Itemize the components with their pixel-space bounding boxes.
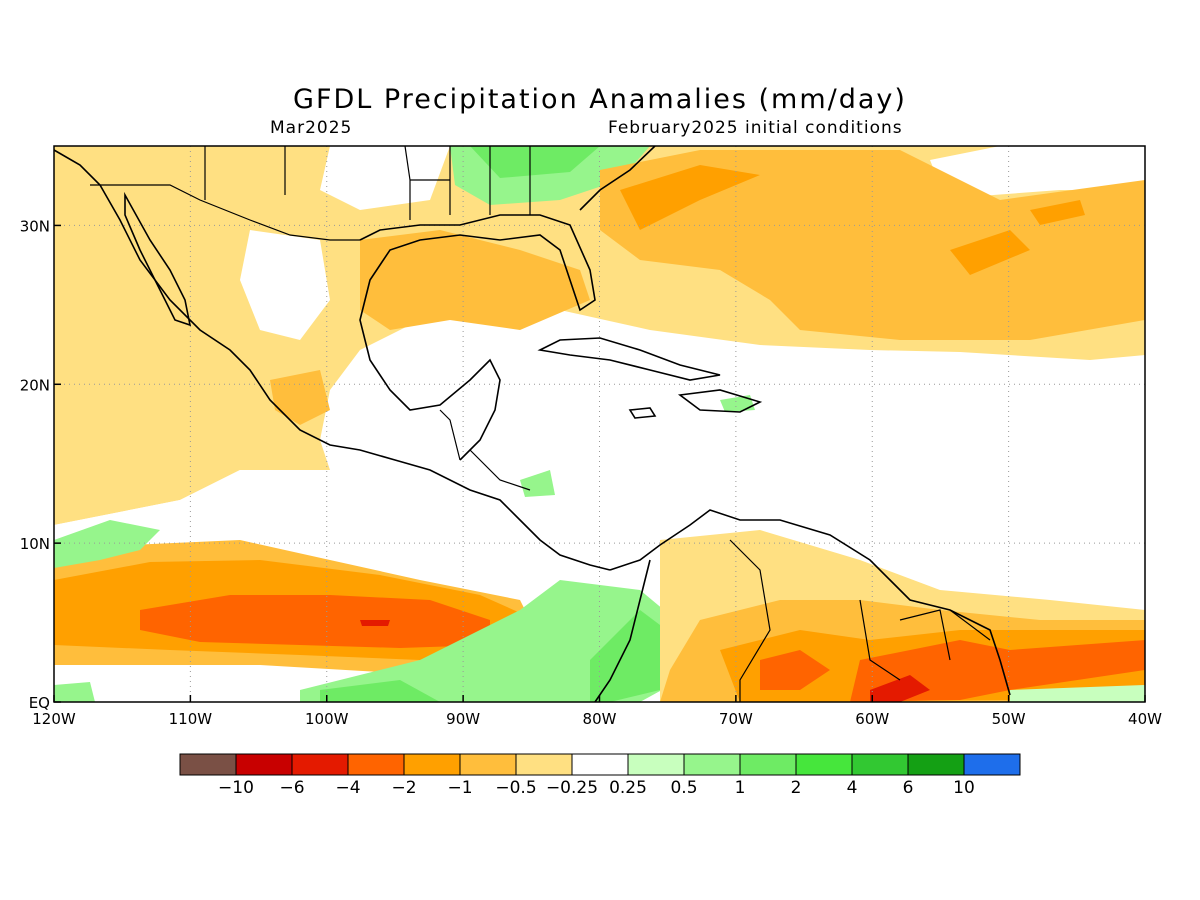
x-tick-label: 120W [32,710,76,728]
x-tick-label: 60W [855,710,889,728]
anomaly-region [54,520,160,568]
colorbar-swatch [795,753,853,776]
anomaly-region [600,150,1145,340]
anomaly-region [760,650,830,690]
y-tick-label: 20N [20,376,50,394]
x-tick-label: 90W [446,710,480,728]
colorbar-label: 4 [847,778,858,798]
y-tick-label: EQ [29,694,50,712]
x-axis: 120W 110W 100W 90W 80W 70W 60W 50W 40W [32,695,1162,728]
valid-month-label: Mar2025 [270,118,353,138]
anomaly-region [320,680,440,702]
country-borders [90,145,991,702]
colorbar: −10 −6 −4 −2 −1 −0.5 −0.25 0.25 0.5 1 2 4 6 10 [179,753,1021,798]
anomaly-region [320,146,450,210]
colorbar-swatch [459,753,517,776]
initial-conditions-label: February2025 initial conditions [608,118,903,138]
colorbar-swatch [179,753,237,776]
anomaly-region [870,675,930,702]
anomaly-region [720,395,755,412]
anomaly-region [270,370,330,425]
colorbar-swatch [403,753,461,776]
map-gridlines [54,146,1145,702]
anomaly-fill-layer [54,146,1145,702]
anomaly-region [360,620,390,626]
anomaly-region [54,682,95,702]
y-tick-label: 10N [20,535,50,553]
colorbar-label: −0.5 [495,778,536,798]
colorbar-swatch [627,753,685,776]
colorbar-swatch [963,753,1021,776]
colorbar-swatch [571,753,629,776]
colorbar-swatch [907,753,965,776]
anomaly-region [54,470,330,560]
anomaly-region [470,146,600,178]
anomaly-region [930,146,1145,196]
map-title: GFDL Precipitation Anamalies (mm/day) [293,84,907,115]
colorbar-swatch [739,753,797,776]
colorbar-label: −6 [279,778,304,798]
anomaly-region [140,595,490,648]
colorbar-label: −10 [218,778,254,798]
coastlines [53,145,1011,703]
colorbar-swatch [515,753,573,776]
anomaly-region [620,165,760,230]
anomaly-region [360,230,590,330]
y-axis: EQ 10N 20N 30N [20,217,61,712]
colorbar-swatch [235,753,293,776]
colorbar-label: 10 [953,778,975,798]
anomaly-region [240,230,330,340]
colorbar-swatch [683,753,741,776]
anomaly-region [590,610,680,702]
x-tick-label: 80W [583,710,617,728]
colorbar-label: 6 [903,778,914,798]
x-tick-label: 110W [169,710,213,728]
colorbar-label: −2 [391,778,416,798]
anomaly-region [520,470,555,497]
colorbar-label: −0.25 [546,778,598,798]
x-tick-label: 50W [992,710,1026,728]
x-tick-label: 70W [719,710,753,728]
colorbar-swatch [851,753,909,776]
colorbar-label: −4 [335,778,360,798]
y-tick-label: 30N [20,217,50,235]
colorbar-label: 1 [735,778,746,798]
x-tick-label: 40W [1128,710,1162,728]
colorbar-label: 0.25 [609,778,647,798]
colorbar-swatch [291,753,349,776]
anomaly-region [950,230,1030,275]
colorbar-swatch [347,753,405,776]
anomaly-region [1030,200,1085,225]
colorbar-label: −1 [447,778,472,798]
x-tick-label: 100W [305,710,349,728]
colorbar-label: 0.5 [670,778,697,798]
colorbar-label: 2 [791,778,802,798]
anomaly-region [1010,685,1145,702]
